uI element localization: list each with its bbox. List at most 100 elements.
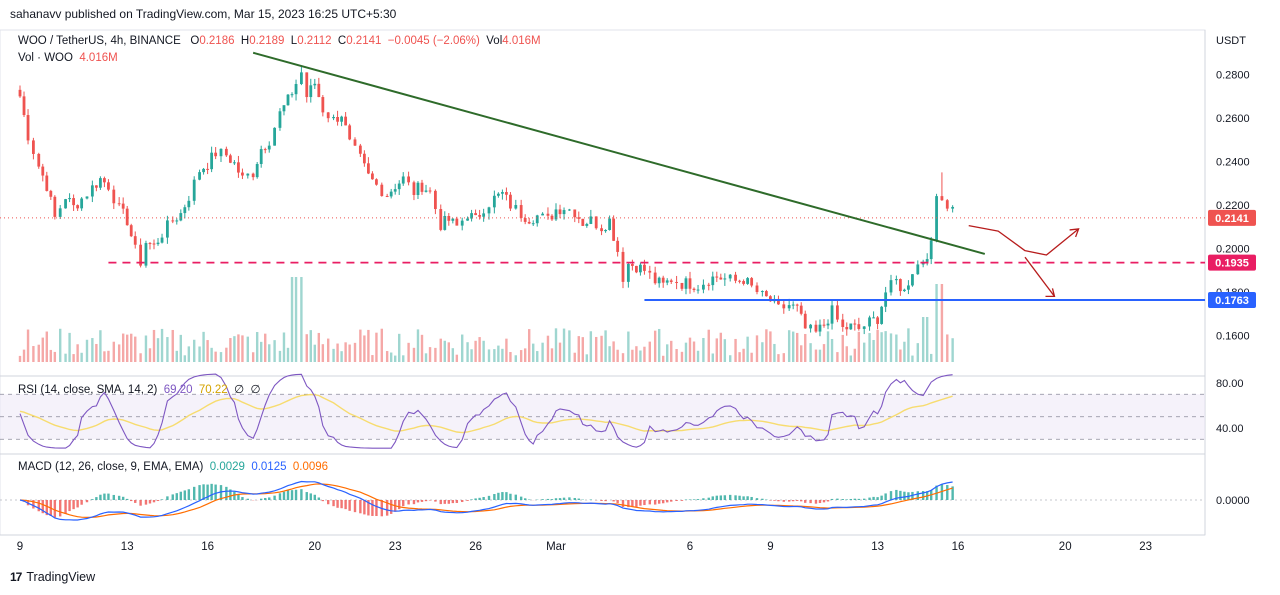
- volume-bar: [895, 334, 898, 362]
- macd-hist-bar: [359, 500, 362, 514]
- macd-hist-bar: [755, 498, 759, 500]
- volume-bar: [198, 346, 201, 362]
- candle-body: [99, 178, 102, 188]
- chart-canvas[interactable]: USDT0.28000.26000.24000.22000.20000.1800…: [0, 0, 1280, 560]
- candle-body: [531, 223, 535, 225]
- candle-body: [401, 176, 405, 184]
- candle-body: [32, 140, 35, 154]
- candle-body: [621, 251, 625, 282]
- macd-hist-bar: [264, 497, 267, 500]
- candle-body: [53, 196, 57, 217]
- macd-hist-bar: [332, 500, 335, 507]
- volume-bar: [107, 350, 110, 362]
- candle-body: [554, 209, 558, 220]
- candle-body: [707, 284, 711, 286]
- macd-hist-bar: [461, 500, 464, 503]
- candle-body: [214, 152, 218, 157]
- candle-body: [535, 215, 539, 224]
- candle-body: [482, 213, 486, 217]
- volume-bar: [332, 348, 335, 362]
- candle-body: [612, 218, 616, 241]
- volume-bar: [777, 354, 780, 362]
- candle-body: [889, 280, 893, 293]
- macd-hist-bar: [501, 492, 504, 500]
- macd-hist-bar: [156, 500, 160, 502]
- projection-down-path: [1024, 256, 1055, 297]
- volume-bar: [528, 329, 531, 362]
- candle-body: [675, 281, 678, 283]
- volume-bar: [241, 335, 244, 362]
- macd-hist-bar: [528, 499, 531, 500]
- volume-bar: [282, 332, 286, 362]
- macd-value: 0.0125: [251, 461, 287, 473]
- macd-hist-bar: [294, 489, 298, 500]
- macd-hist-bar: [782, 500, 785, 502]
- macd-hist-bar: [845, 499, 848, 500]
- candle-body: [434, 190, 437, 210]
- macd-hist-bar: [857, 498, 861, 500]
- price-tick-label: 0.2600: [1216, 113, 1250, 125]
- macd-hist-bar: [761, 498, 764, 500]
- volume-bar: [921, 317, 925, 362]
- volume-bar: [359, 329, 362, 362]
- volume-bar: [680, 351, 684, 362]
- volume-bar: [41, 337, 44, 362]
- candle-body: [107, 182, 110, 190]
- candle-body: [85, 196, 89, 199]
- candle-body: [273, 127, 276, 146]
- candle-body: [600, 228, 603, 232]
- candle-body: [857, 324, 861, 329]
- macd-hist-bar: [830, 498, 834, 500]
- macd-hist-bar: [313, 494, 316, 500]
- candle-body: [604, 230, 607, 232]
- volume-bar: [849, 355, 852, 362]
- volume-bar: [688, 337, 692, 362]
- volume-bar: [911, 355, 914, 362]
- volume-bar: [857, 331, 861, 362]
- volume-bar: [595, 336, 598, 362]
- candle-body: [558, 209, 562, 215]
- macd-hist-bar: [662, 500, 665, 504]
- volume-bar: [112, 341, 115, 362]
- macd-hist-bar: [723, 495, 727, 500]
- candle-body: [451, 218, 455, 221]
- volume-bar: [95, 343, 98, 362]
- macd-hist-bar: [282, 491, 286, 500]
- candle-body: [496, 193, 500, 196]
- candle-body: [723, 278, 727, 280]
- candle-body: [719, 277, 723, 280]
- macd-hist-bar: [577, 498, 580, 500]
- macd-hist-bar: [657, 500, 661, 504]
- candle-body: [661, 277, 665, 283]
- candle-body: [657, 277, 661, 284]
- volume-bar: [577, 336, 580, 362]
- candle-body: [929, 240, 933, 260]
- volume-bar: [696, 350, 700, 362]
- volume-bar: [179, 334, 182, 362]
- macd-hist-bar: [639, 500, 642, 506]
- volume-bar: [546, 335, 550, 362]
- volume-bar: [171, 329, 174, 362]
- macd-hist-bar: [702, 498, 705, 500]
- volume-bar: [702, 337, 705, 362]
- volume-bar: [554, 328, 558, 362]
- macd-hist-bar: [321, 500, 325, 502]
- volume-bar: [742, 348, 745, 362]
- candle-body: [412, 182, 416, 195]
- macd-hist-bar: [95, 497, 98, 500]
- projection-up-path: [968, 225, 1080, 256]
- candle-body: [117, 203, 121, 205]
- candle-body: [764, 291, 768, 297]
- macd-hist-bar: [621, 500, 625, 507]
- volume-bar: [631, 349, 634, 362]
- macd-hist-bar: [884, 493, 887, 500]
- volume-bar: [653, 330, 657, 362]
- candle-body: [916, 264, 920, 275]
- candle-body: [129, 225, 133, 237]
- candle-body: [144, 243, 148, 266]
- candle-body: [665, 280, 669, 283]
- candle-body: [550, 215, 554, 220]
- volume-bar: [255, 332, 259, 362]
- macd-hist-bar: [85, 500, 89, 503]
- volume-bar: [389, 352, 393, 362]
